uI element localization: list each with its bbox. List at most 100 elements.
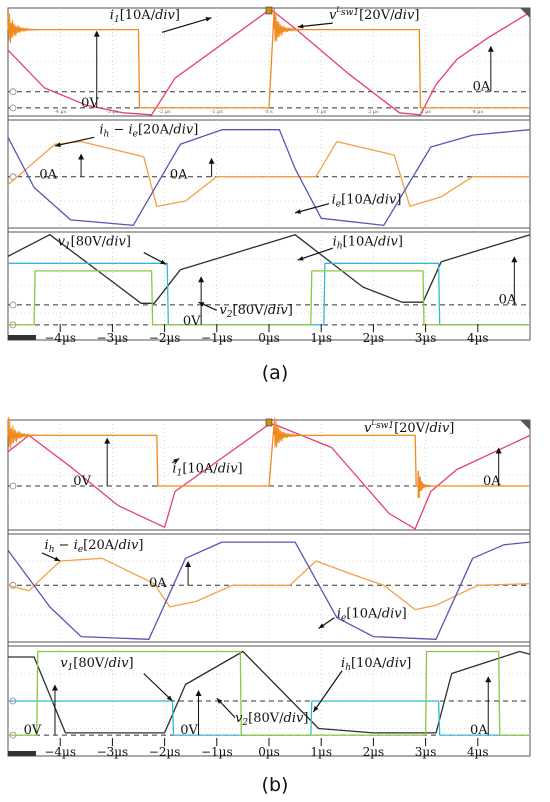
series-v1-trace bbox=[8, 262, 530, 326]
annotation-zero_v: 0V bbox=[81, 96, 99, 111]
caption-a: (a) bbox=[261, 362, 289, 384]
annotation-arrow bbox=[297, 247, 333, 261]
annotation-v2_label: v2[80V/div] bbox=[219, 303, 292, 320]
x-tick-label: −2µs bbox=[149, 331, 181, 345]
series-vsw-ringing bbox=[273, 12, 304, 43]
annotation-zero_v: 0V bbox=[24, 723, 42, 738]
x-tick-label: −2µs bbox=[149, 745, 181, 759]
scope-tick-label: -3 µs bbox=[106, 109, 119, 115]
annotation-ih_label: ih[10A/div] bbox=[341, 656, 411, 673]
reference-arrowhead bbox=[51, 684, 58, 691]
scope-tick-label: -1 µs bbox=[211, 109, 224, 115]
x-tick-label: 2µs bbox=[363, 331, 385, 345]
trigger-marker-icon bbox=[265, 418, 273, 427]
x-tick-label: 4µs bbox=[467, 745, 489, 759]
series-ih-trace bbox=[7, 234, 531, 304]
scope-status-tag bbox=[8, 335, 36, 340]
channel-marker bbox=[9, 301, 17, 309]
annotation-zero_a: 0A bbox=[483, 474, 501, 489]
annotation-arrowhead bbox=[173, 458, 180, 464]
scope-tick-label: 4 µs bbox=[473, 109, 484, 115]
annotation-zero_v: 0V bbox=[73, 474, 91, 489]
series-v2-trace bbox=[8, 650, 530, 736]
series-v1-trace bbox=[8, 700, 530, 736]
annotation-arrow bbox=[294, 203, 330, 214]
subplot-1: vLsw1[20V/div] i1[10A/div] 0V 0A bbox=[7, 416, 531, 531]
subplot-2: ih − ie[20A/div] 0A ie[10A/div] bbox=[7, 533, 531, 643]
annotation-arrowhead bbox=[295, 209, 301, 214]
reference-arrowhead bbox=[78, 153, 85, 160]
annotation-arrow bbox=[297, 22, 333, 28]
scope-tick-label: 0 s bbox=[265, 109, 273, 115]
annotation-arrowhead bbox=[166, 695, 173, 701]
scope-tick-label: 2 µs bbox=[368, 109, 379, 115]
scope-tick-label: -4 µs bbox=[54, 109, 67, 115]
annotation-v2_label: v2[80V/div] bbox=[235, 711, 308, 728]
x-tick-label: 0µs bbox=[258, 331, 280, 345]
reference-arrowhead bbox=[93, 30, 100, 37]
series-ih-trace bbox=[8, 650, 531, 734]
reference-arrowhead bbox=[195, 690, 202, 696]
annotation-arrow bbox=[161, 17, 212, 33]
subplot-3: v1[80V/div] ih[10A/div] v2[80V/div] 0V 0A bbox=[7, 231, 531, 341]
annotation-ie_label: ie[10A/div] bbox=[337, 607, 407, 624]
annotation-zero_a: 0A bbox=[149, 576, 167, 591]
annotation-arrowhead bbox=[297, 256, 304, 261]
annotation-zero_v: 0V bbox=[180, 723, 198, 738]
series-v2-trace bbox=[8, 270, 530, 326]
subplot-2: ih − ie[20A/div] 0A 0A ie[10A/div] bbox=[7, 119, 531, 229]
annotation-arrowhead bbox=[205, 17, 212, 22]
subplot-3: v1[80V/div] ih[10A/div] v2[80V/div] 0V 0V 0A bbox=[7, 645, 531, 757]
x-tick-label: 1µs bbox=[310, 745, 332, 759]
annotation-arrowhead bbox=[160, 259, 167, 265]
series-vsw-ringing bbox=[7, 11, 38, 44]
reference-arrowhead bbox=[495, 447, 502, 454]
caption-b: (b) bbox=[261, 774, 289, 796]
x-tick-label: 4µs bbox=[467, 331, 489, 345]
reference-arrowhead bbox=[511, 256, 518, 263]
reference-arrowhead bbox=[487, 45, 494, 52]
annotation-i1_label: i1[10A/div] bbox=[172, 461, 242, 478]
annotation-diff_label: ih − ie[20A/div] bbox=[99, 123, 198, 140]
scope-tick-label: -2 µs bbox=[158, 109, 171, 115]
annotation-vsw_label: vLsw1[20V/div] bbox=[329, 6, 419, 23]
annotation-zero_a: 0A bbox=[39, 167, 57, 182]
x-tick-label: −3µs bbox=[97, 331, 129, 345]
scope-tick-label: 3 µs bbox=[420, 109, 431, 115]
series-vsw-ringing bbox=[273, 417, 304, 449]
x-tick-label: −1µs bbox=[201, 331, 233, 345]
annotation-ie_label: ie[10A/div] bbox=[332, 193, 402, 210]
x-tick-label: 1µs bbox=[310, 331, 332, 345]
annotation-arrow bbox=[143, 673, 173, 702]
x-tick-label: −4µs bbox=[44, 331, 76, 345]
annotation-zero_a: 0A bbox=[170, 167, 188, 182]
annotation-arrowhead bbox=[216, 698, 223, 704]
reference-arrowhead bbox=[208, 157, 215, 164]
x-tick-label: 2µs bbox=[363, 745, 385, 759]
channel-marker bbox=[9, 104, 17, 112]
x-tick-label: 3µs bbox=[415, 331, 437, 345]
series-ie-trace bbox=[7, 541, 531, 640]
x-tick-label: 3µs bbox=[415, 745, 437, 759]
annotation-vsw_label: vLsw1[20V/div] bbox=[364, 419, 454, 436]
channel-marker bbox=[9, 88, 17, 96]
x-tick-label: 0µs bbox=[258, 745, 280, 759]
series-diff-trace bbox=[7, 557, 531, 611]
annotation-arrowhead bbox=[54, 556, 61, 561]
annotation-v1_label: v1[80V/div] bbox=[60, 656, 133, 673]
annotation-arrowhead bbox=[318, 623, 325, 629]
x-tick-label: −3µs bbox=[97, 745, 129, 759]
annotation-arrow bbox=[312, 670, 343, 713]
annotation-zero_a: 0A bbox=[473, 80, 491, 95]
annotation-arrowhead bbox=[297, 24, 304, 29]
series-vsw-trace bbox=[8, 8, 530, 109]
series-i1-trace bbox=[7, 9, 531, 116]
corner-tab-icon bbox=[520, 8, 530, 18]
scope-tick-label: 1 µs bbox=[316, 109, 327, 115]
annotation-zero_a: 0A bbox=[470, 723, 488, 738]
annotation-zero_a: 0A bbox=[499, 292, 517, 307]
annotation-v1_label: v1[80V/div] bbox=[58, 235, 131, 252]
annotation-arrowhead bbox=[55, 142, 61, 147]
series-ie-trace bbox=[7, 129, 531, 226]
